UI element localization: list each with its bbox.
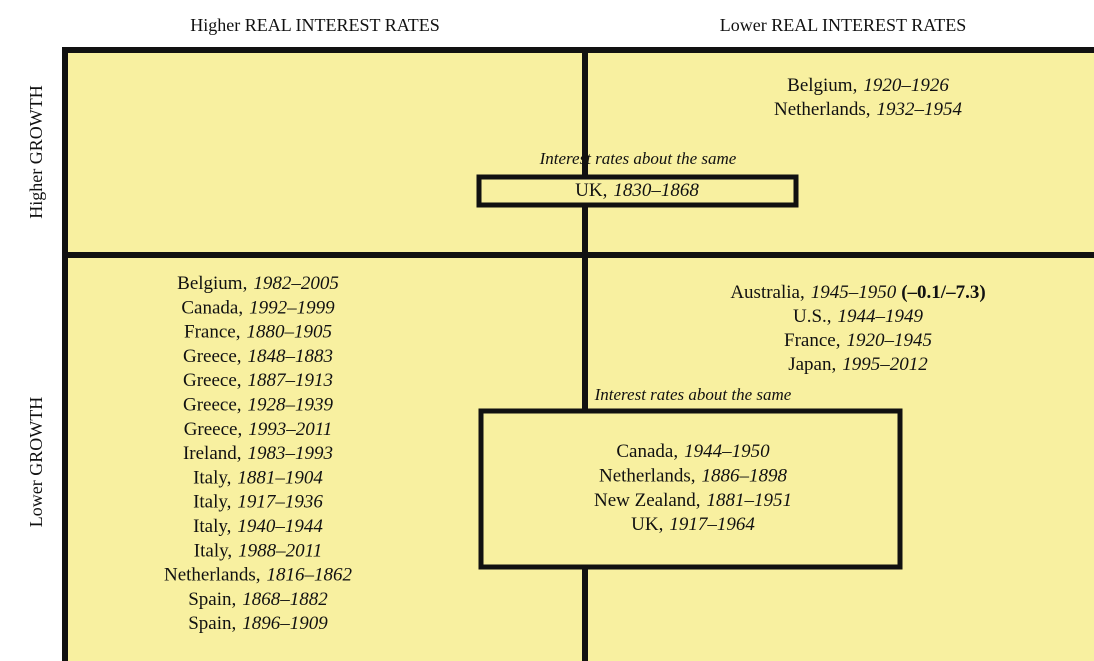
entry: UK, 1917–1964 bbox=[631, 515, 755, 536]
country: Spain, bbox=[188, 614, 236, 635]
country: Greece, bbox=[184, 419, 243, 440]
years: 1887–1913 bbox=[248, 371, 334, 392]
entry: Australia, 1945–1950 (–0.1/–7.3) bbox=[730, 282, 985, 303]
entry: Netherlands, 1816–1862 bbox=[164, 565, 353, 586]
country: Spain, bbox=[188, 589, 236, 610]
entry: Spain, 1896–1909 bbox=[188, 614, 328, 635]
entry: Italy, 1988–2011 bbox=[194, 541, 322, 562]
column-header: Higher REAL INTEREST RATES bbox=[190, 15, 440, 35]
country: New Zealand, bbox=[594, 490, 701, 511]
years: 1920–1945 bbox=[846, 330, 932, 351]
years: 1988–2011 bbox=[238, 541, 322, 562]
country: Netherlands, bbox=[164, 565, 261, 586]
entry: Italy, 1917–1936 bbox=[193, 492, 323, 513]
entry: Netherlands, 1932–1954 bbox=[774, 99, 963, 120]
entry: Belgium, 1982–2005 bbox=[177, 273, 339, 294]
years: 1881–1951 bbox=[707, 490, 793, 511]
country: Ireland, bbox=[183, 443, 242, 464]
years: 1868–1882 bbox=[242, 589, 328, 610]
years: 1917–1964 bbox=[669, 515, 755, 536]
row-header: Higher GROWTH bbox=[26, 85, 46, 218]
country: UK, bbox=[575, 180, 607, 201]
entry: Japan, 1995–2012 bbox=[788, 354, 928, 375]
years: 1995–2012 bbox=[842, 354, 928, 375]
years: 1880–1905 bbox=[246, 322, 332, 343]
years: 1944–1949 bbox=[838, 306, 924, 327]
country: Italy, bbox=[194, 541, 232, 562]
entry: France, 1920–1945 bbox=[784, 330, 932, 351]
years: 1944–1950 bbox=[684, 441, 770, 462]
years: 1848–1883 bbox=[248, 346, 334, 367]
column-header: Lower REAL INTEREST RATES bbox=[720, 15, 966, 35]
years: 1993–2011 bbox=[248, 419, 332, 440]
entry: New Zealand, 1881–1951 bbox=[594, 490, 792, 511]
country: Belgium, bbox=[787, 75, 857, 96]
country: Greece, bbox=[183, 371, 242, 392]
row-header: Lower GROWTH bbox=[26, 397, 46, 527]
years: 1940–1944 bbox=[237, 516, 323, 537]
country: France, bbox=[184, 322, 240, 343]
box bbox=[478, 408, 903, 570]
years: 1928–1939 bbox=[248, 395, 334, 416]
entry: Canada, 1992–1999 bbox=[181, 298, 335, 319]
country: Italy, bbox=[193, 516, 231, 537]
entry: U.S., 1944–1949 bbox=[793, 306, 924, 327]
country: Netherlands, bbox=[774, 99, 871, 120]
country: U.S., bbox=[793, 306, 832, 327]
country: Canada, bbox=[616, 441, 678, 462]
entry: Netherlands, 1886–1898 bbox=[599, 466, 788, 487]
years: 1830–1868 bbox=[613, 180, 699, 201]
entry: Italy, 1940–1944 bbox=[193, 516, 323, 537]
entry: Greece, 1993–2011 bbox=[184, 419, 333, 440]
years: 1881–1904 bbox=[237, 468, 323, 489]
entry: Spain, 1868–1882 bbox=[188, 589, 328, 610]
box bbox=[476, 174, 799, 208]
country: Japan, bbox=[788, 354, 836, 375]
years: 1945–1950 bbox=[811, 282, 897, 303]
years: 1896–1909 bbox=[242, 614, 328, 635]
country: Italy, bbox=[193, 492, 231, 513]
country: Greece, bbox=[183, 346, 242, 367]
years: 1982–2005 bbox=[253, 273, 339, 294]
entry: Greece, 1928–1939 bbox=[183, 395, 334, 416]
years: 1992–1999 bbox=[249, 298, 335, 319]
years: 1920–1926 bbox=[863, 75, 949, 96]
country: Italy, bbox=[193, 468, 231, 489]
note: (–0.1/–7.3) bbox=[901, 282, 985, 303]
country: UK, bbox=[631, 515, 663, 536]
entry: Greece, 1887–1913 bbox=[183, 371, 333, 392]
entry: France, 1880–1905 bbox=[184, 322, 332, 343]
entry: Canada, 1944–1950 bbox=[616, 441, 770, 462]
entry: Belgium, 1920–1926 bbox=[787, 75, 949, 96]
years: 1983–1993 bbox=[248, 443, 334, 464]
box-label: Interest rates about the same bbox=[594, 385, 792, 404]
years: 1932–1954 bbox=[877, 99, 963, 120]
entry: UK, 1830–1868 bbox=[575, 180, 699, 201]
years: 1917–1936 bbox=[237, 492, 323, 513]
entry: Ireland, 1983–1993 bbox=[183, 443, 333, 464]
country: Netherlands, bbox=[599, 466, 696, 487]
country: France, bbox=[784, 330, 840, 351]
box-label: Interest rates about the same bbox=[539, 149, 737, 168]
country: Australia, bbox=[730, 282, 804, 303]
entry: Greece, 1848–1883 bbox=[183, 346, 333, 367]
years: 1816–1862 bbox=[267, 565, 353, 586]
country: Greece, bbox=[183, 395, 242, 416]
country: Canada, bbox=[181, 298, 243, 319]
entry: Italy, 1881–1904 bbox=[193, 468, 323, 489]
country: Belgium, bbox=[177, 273, 247, 294]
years: 1886–1898 bbox=[702, 466, 788, 487]
